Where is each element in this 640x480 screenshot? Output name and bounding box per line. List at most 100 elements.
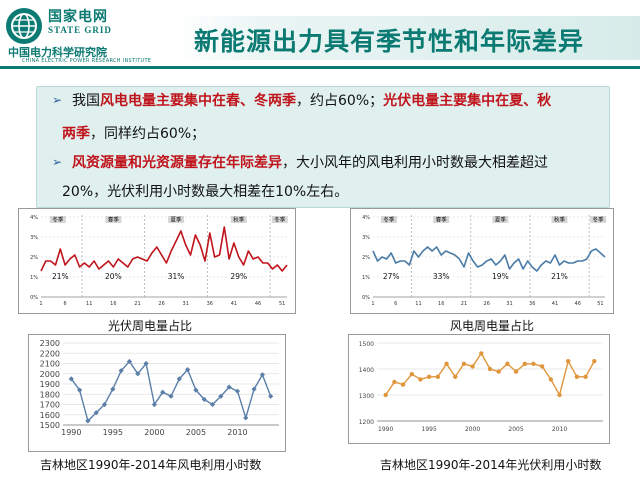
season-label-box <box>551 216 568 223</box>
data-point <box>176 376 182 382</box>
data-point <box>151 401 157 408</box>
data-point <box>583 374 588 379</box>
season-label: 春季 <box>108 216 120 224</box>
wind-hours-chart: 1500160017001800190020002100220023001990… <box>40 339 279 437</box>
data-point <box>513 369 519 374</box>
x-tick-label: 1990 <box>378 426 393 433</box>
institute-name-en: CHINA ELECTRIC POWER RESEARCH INSTITUTE <box>22 58 152 64</box>
y-tick-label: 1200 <box>359 419 374 426</box>
x-tick-label: 16 <box>438 301 444 307</box>
pv-hours-caption: 吉林地区1990年-2014年光伏利用小时数 <box>380 458 602 472</box>
x-tick-label: 6 <box>64 301 67 307</box>
y-tick-label: 2% <box>30 255 38 261</box>
x-tick-label: 51 <box>597 301 603 307</box>
season-percent-label: 20% <box>105 272 122 281</box>
x-tick-label: 36 <box>207 301 213 307</box>
data-point <box>201 396 207 402</box>
wind-hours-caption: 吉林地区1990年-2014年风电利用小时数 <box>40 458 262 472</box>
x-tick-label: 46 <box>255 301 261 307</box>
data-point <box>557 392 562 398</box>
x-tick-label: 11 <box>415 301 421 307</box>
x-tick-label: 21 <box>461 301 467 307</box>
x-tick-label: 2000 <box>144 428 164 437</box>
x-tick-label: 11 <box>86 301 92 307</box>
x-tick-label: 21 <box>134 301 140 307</box>
data-point <box>143 360 149 367</box>
pv-weekly-chart-frame: 0% 1% 2% 3% 4% 1 6 11 16 21 26 31 36 41 46 51 冬季 春季 夏季 秋季 冬季… <box>18 208 296 314</box>
y-tick-label: 1500 <box>40 421 60 430</box>
data-point <box>592 359 597 364</box>
season-label: 冬季 <box>383 216 395 224</box>
brand-name-cn: 国家电网 <box>48 9 108 25</box>
y-tick-label: 1400 <box>359 367 374 374</box>
y-tick-label: 0% <box>362 295 370 301</box>
bullet-1-highlight-b: 光伏电量主要集中在夏、秋 <box>383 93 552 109</box>
logo-globe-icon <box>11 13 37 39</box>
data-point <box>110 386 116 392</box>
y-tick-label: 2100 <box>40 360 60 369</box>
data-point <box>101 401 108 408</box>
data-point <box>505 361 510 366</box>
page-title: 新能源出力具有季节性和年际差异 <box>194 27 585 56</box>
series-line <box>385 352 595 397</box>
season-label: 夏季 <box>171 216 183 224</box>
y-tick-label: 4% <box>30 215 38 221</box>
y-tick-label: 3% <box>30 235 38 241</box>
season-percent-label: 19% <box>492 272 509 281</box>
x-tick-label: 2005 <box>186 428 206 437</box>
y-tick-label: 2200 <box>40 349 60 358</box>
y-tick-label: 1600 <box>40 411 60 420</box>
data-point <box>251 386 257 392</box>
x-tick-label: 26 <box>484 301 490 307</box>
bullet-2-text-a: ，大小风年的风电利用小时数最大相差超过 <box>282 155 548 171</box>
x-tick-label: 26 <box>158 301 164 307</box>
wind-hours-chart-frame: 1500 1600 1700 1800 1900 2000 2100 2200 2300 1990… <box>28 334 286 452</box>
data-point <box>435 374 441 379</box>
season-label: 冬季 <box>274 216 286 224</box>
data-point <box>392 379 397 385</box>
x-tick-label: 6 <box>394 301 397 307</box>
bullet-2-line-1: 风资源量和光资源量存在年际差异，大小风年的风电利用小时数最大相差超过 <box>72 151 607 175</box>
summary-box <box>36 86 610 208</box>
bullet-2-text-b: 20%，光伏利用小时数最大相差在10%左右。 <box>62 184 349 200</box>
data-point <box>453 374 458 379</box>
season-percent-label: 27% <box>383 272 400 281</box>
season-percent-label: 33% <box>433 272 450 281</box>
series-line <box>70 360 272 423</box>
data-point <box>487 366 493 372</box>
bullet-1-highlight-a: 风电电量主要集中在春、冬两季 <box>100 93 296 109</box>
pv-hours-chart-frame: 1200 1300 1400 1500 1990 1995 2000 2005 2010 <box>348 334 610 444</box>
header-divider <box>0 66 640 69</box>
bullet-1-text-b: ，约占60%； <box>296 93 384 109</box>
institute-name-cn: 中国电力科学研究院 <box>8 46 107 59</box>
season-percent-label: 31% <box>168 272 185 281</box>
y-tick-label: 1900 <box>40 380 60 389</box>
season-label: 春季 <box>436 216 448 224</box>
data-point <box>409 372 414 377</box>
season-label-box <box>105 216 122 223</box>
y-tick-label: 1% <box>30 275 38 281</box>
x-tick-label: 51 <box>279 301 285 307</box>
y-tick-label: 2300 <box>40 339 60 348</box>
season-label: 秋季 <box>233 216 245 224</box>
x-tick-label: 2000 <box>465 426 480 433</box>
y-tick-label: 2000 <box>40 370 60 379</box>
data-point <box>496 369 501 374</box>
season-label-box <box>271 216 288 223</box>
y-tick-label: 1% <box>362 275 370 281</box>
data-point <box>461 361 467 366</box>
season-label-box <box>49 216 66 223</box>
data-point <box>383 392 388 398</box>
season-label-box <box>230 216 247 223</box>
season-label-box <box>380 216 397 223</box>
x-tick-label: 1995 <box>422 426 437 433</box>
data-point <box>418 377 423 382</box>
x-tick-label: 2005 <box>508 426 523 433</box>
x-tick-label: 31 <box>506 301 512 307</box>
data-point <box>548 377 554 382</box>
season-label: 冬季 <box>52 216 64 224</box>
bullet-1-text-c: ，同样约占60%； <box>90 126 206 142</box>
x-tick-label: 31 <box>183 301 189 307</box>
